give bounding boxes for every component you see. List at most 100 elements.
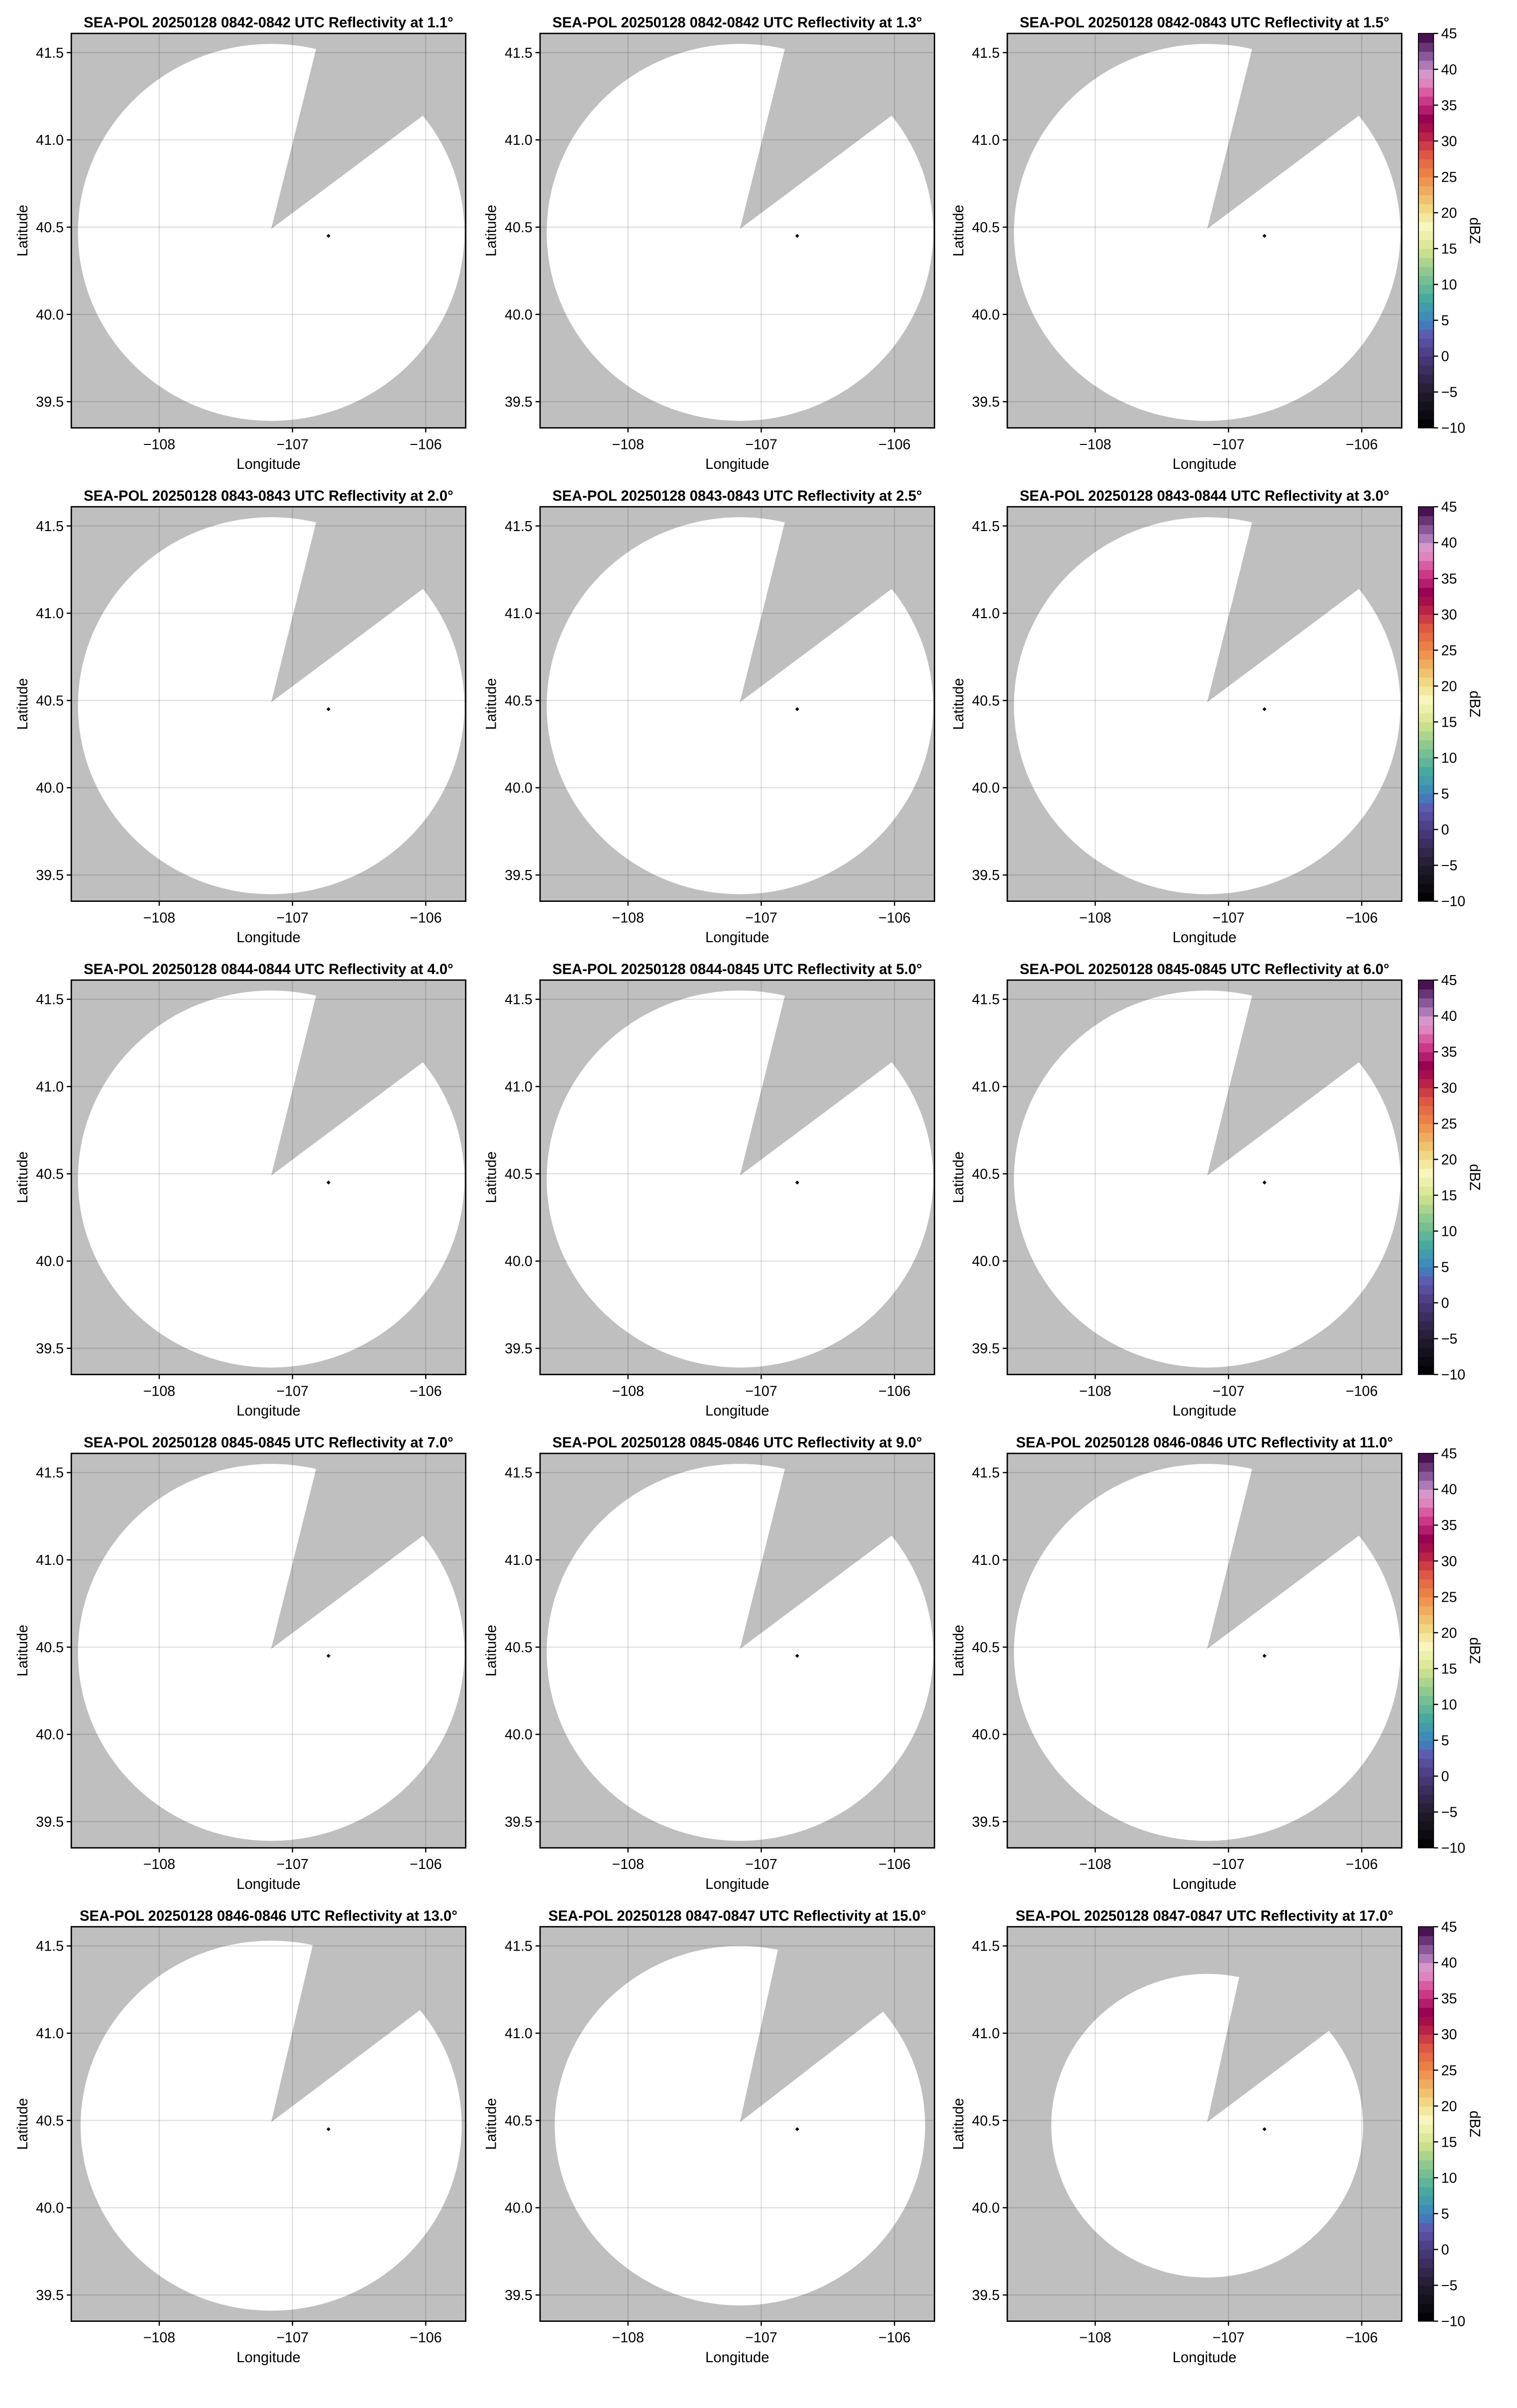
axes-frame [1006, 506, 1403, 902]
colorbar-segment [1418, 1222, 1434, 1232]
y-axis-label: Latitude [484, 1625, 500, 1676]
blocked-sector [740, 33, 935, 229]
colorbar-segment [1418, 2052, 1434, 2062]
blocked-sector [740, 507, 935, 702]
colorbar-segment [1418, 892, 1434, 902]
colorbar-segment [1418, 1740, 1434, 1750]
colorbar-label: dBZ [1467, 1164, 1483, 1191]
colorbar-segment [1418, 356, 1434, 366]
blocked-sector [271, 507, 466, 702]
colorbar-segment [1418, 1294, 1434, 1304]
y-axis-label: Latitude [15, 2098, 31, 2150]
x-axis-label: Longitude [705, 1876, 769, 1892]
colorbar-segment [1418, 2016, 1434, 2026]
y-tick-label: 39.5 [505, 1341, 533, 1357]
colorbar-segment [1418, 87, 1434, 97]
colorbar-segment [1418, 1785, 1434, 1795]
colorbar-tick-label: 25 [1441, 1116, 1457, 1132]
colorbar-segment [1418, 1025, 1434, 1035]
colorbar-segment [1418, 1821, 1434, 1831]
panel: SEA-POL 20250128 0842-0842 UTC Reflectiv… [15, 15, 467, 472]
y-axis-label: Latitude [484, 2098, 500, 2150]
colorbar-segment [1418, 543, 1434, 552]
colorbar-frame [1417, 506, 1434, 902]
colorbar-segment [1418, 1839, 1434, 1849]
colorbar-tick-label: 5 [1441, 786, 1449, 802]
panel: SEA-POL 20250128 0843-0844 UTC Reflectiv… [951, 488, 1483, 946]
y-tick-label: 41.5 [505, 1939, 533, 1955]
colorbar-tick-label: 40 [1441, 62, 1457, 78]
colorbar-segment [1418, 731, 1434, 741]
y-tick-label: 41.0 [36, 1552, 64, 1568]
colorbar-tick-label: −10 [1441, 1367, 1466, 1383]
y-tick-label: 40.5 [972, 219, 1000, 235]
colorbar-tick-label: −10 [1441, 421, 1466, 437]
location-marker [1262, 707, 1267, 711]
colorbar-tick-label: −5 [1441, 858, 1458, 874]
colorbar-tick-label: 30 [1441, 2027, 1457, 2043]
x-tick-label: −106 [1346, 910, 1378, 926]
colorbar-segment [1418, 1276, 1434, 1286]
x-tick-label: −106 [410, 437, 442, 452]
colorbar-segment [1418, 874, 1434, 884]
colorbar-segment [1418, 2169, 1434, 2179]
colorbar-segment [1418, 2294, 1434, 2304]
x-tick-label: −108 [1079, 1383, 1111, 1399]
colorbar-segment [1418, 1989, 1434, 1999]
colorbar-segment [1418, 383, 1434, 393]
y-tick-label: 41.5 [972, 1939, 1000, 1955]
colorbar-tick-label: 40 [1441, 1955, 1457, 1971]
colorbar-segment [1418, 1704, 1434, 1714]
colorbar-segment [1418, 266, 1434, 276]
colorbar-frame [1417, 1453, 1434, 1849]
colorbar-tick-label: 25 [1441, 643, 1457, 658]
plot-area [71, 33, 466, 428]
location-marker [1262, 233, 1267, 238]
panel: SEA-POL 20250128 0842-0843 UTC Reflectiv… [951, 15, 1483, 472]
colorbar-segment [1418, 525, 1434, 535]
y-tick-label: 40.0 [36, 1254, 64, 1270]
location-marker [795, 233, 799, 238]
x-tick-label: −106 [1346, 2330, 1378, 2346]
colorbar-segment [1418, 1195, 1434, 1205]
x-axis-label: Longitude [236, 930, 301, 946]
y-tick-label: 40.5 [36, 1640, 64, 1655]
colorbar-segment [1418, 1998, 1434, 2008]
x-tick-label: −107 [745, 1383, 777, 1399]
colorbar-segment [1418, 338, 1434, 348]
colorbar-tick-label: −5 [1441, 1805, 1458, 1821]
colorbar-segment [1418, 2034, 1434, 2044]
colorbar-segment [1418, 347, 1434, 357]
location-marker [795, 1653, 799, 1658]
y-tick-label: 40.5 [972, 693, 1000, 709]
colorbar-label: dBZ [1467, 218, 1483, 244]
x-tick-label: −108 [143, 1857, 176, 1872]
colorbar-tick-label: 10 [1441, 751, 1457, 766]
x-tick-label: −106 [410, 2330, 442, 2346]
plot-area [1007, 33, 1402, 428]
axes-frame [539, 1452, 935, 1849]
y-tick-label: 41.5 [36, 1465, 64, 1481]
panel-title: SEA-POL 20250128 0843-0843 UTC Reflectiv… [552, 488, 922, 504]
plot-area [71, 1453, 466, 1848]
colorbar-segment [1418, 51, 1434, 61]
axes-frame [70, 1926, 467, 2322]
x-tick-label: −107 [745, 2330, 777, 2346]
y-tick-label: 41.0 [36, 132, 64, 148]
colorbar-segment [1418, 2285, 1434, 2295]
colorbar-tick-label: 45 [1441, 26, 1457, 42]
colorbar-segment [1418, 551, 1434, 561]
colorbar-segment [1418, 1659, 1434, 1669]
colorbar-segment [1418, 2276, 1434, 2286]
x-axis-label: Longitude [1173, 930, 1237, 946]
panel: SEA-POL 20250128 0845-0845 UTC Reflectiv… [15, 1435, 467, 1892]
colorbar-segment [1418, 2025, 1434, 2035]
y-tick-label: 41.0 [972, 1552, 1000, 1568]
colorbar-segment [1418, 1240, 1434, 1250]
colorbar-label: dBZ [1467, 691, 1483, 718]
colorbar-segment [1418, 1624, 1434, 1634]
colorbar-tick-label: 5 [1441, 1260, 1449, 1276]
axes-frame [539, 979, 935, 1375]
location-marker [326, 707, 330, 711]
colorbar-segment [1418, 740, 1434, 750]
